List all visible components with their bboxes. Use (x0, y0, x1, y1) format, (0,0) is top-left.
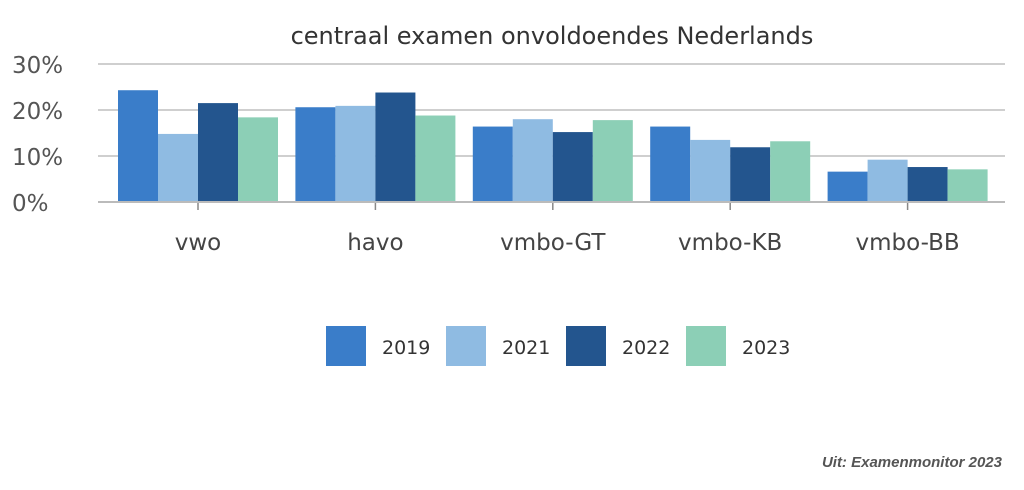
x-tick-label: vmbo-GT (500, 230, 606, 256)
legend-swatch-2019 (326, 326, 366, 366)
legend-swatch-2021 (446, 326, 486, 366)
bar-vmbo-BB-2023 (947, 169, 988, 202)
y-tick-label: 30% (12, 53, 63, 79)
legend-label: 2019 (382, 337, 430, 359)
legend-label: 2021 (502, 337, 550, 359)
bar-havo-2021 (335, 105, 376, 202)
y-tick-label: 0% (12, 191, 49, 217)
bar-vmbo-KB-2021 (690, 139, 731, 202)
bar-havo-2022 (375, 92, 416, 202)
bar-vmbo-GT-2022 (552, 132, 593, 202)
x-tick-label: vmbo-KB (678, 230, 782, 256)
chart-title: centraal examen onvoldoendes Nederlands (291, 22, 814, 50)
y-tick-label: 10% (12, 145, 63, 171)
bar-vmbo-BB-2021 (867, 159, 908, 202)
bar-vwo-2022 (198, 103, 238, 202)
bar-vmbo-KB-2023 (770, 141, 811, 202)
legend-swatch-2023 (686, 326, 726, 366)
y-tick-label: 20% (12, 99, 63, 125)
x-tick-label: havo (347, 230, 403, 256)
bar-vwo-2019 (118, 90, 158, 202)
legend-label: 2023 (742, 337, 790, 359)
bar-vmbo-KB-2022 (730, 147, 771, 202)
bar-havo-2023 (415, 115, 456, 202)
bar-vmbo-KB-2019 (650, 126, 691, 202)
bar-vmbo-GT-2023 (592, 120, 633, 202)
x-tick-label: vwo (175, 230, 222, 256)
bar-vwo-2023 (238, 117, 278, 202)
source-caption: Uit: Examenmonitor 2023 (821, 454, 1002, 471)
bar-vmbo-BB-2022 (907, 167, 948, 202)
bar-vmbo-BB-2019 (827, 171, 868, 202)
bar-vwo-2021 (158, 133, 198, 202)
x-tick-label: vmbo-BB (856, 230, 960, 256)
bar-vmbo-GT-2019 (472, 126, 513, 202)
legend-swatch-2022 (566, 326, 606, 366)
bar-vmbo-GT-2021 (512, 119, 553, 202)
legend-label: 2022 (622, 337, 670, 359)
bar-havo-2019 (295, 107, 336, 202)
